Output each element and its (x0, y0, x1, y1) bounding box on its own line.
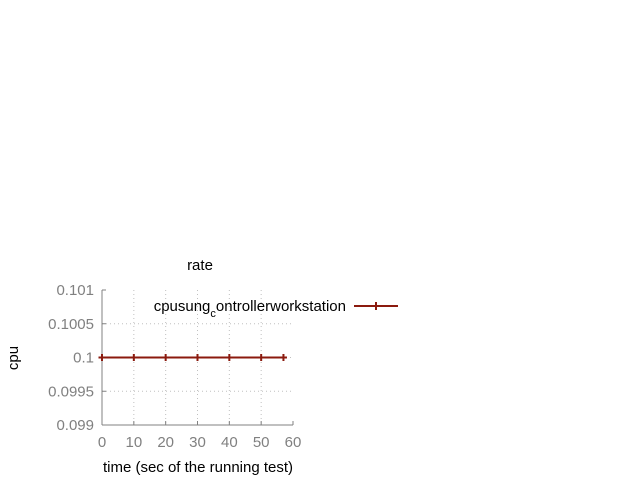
series-layer (98, 354, 287, 361)
grid (102, 290, 293, 425)
y-tick-label: 0.101 (56, 282, 94, 299)
y-tick-label: 0.099 (56, 417, 94, 434)
legend: cpusungcontrollerworkstation (154, 298, 398, 320)
chart-title: rate (187, 257, 213, 274)
x-tick-label: 60 (285, 434, 302, 451)
data-point (162, 354, 170, 361)
x-tick-label: 20 (157, 434, 174, 451)
x-tick-label: 50 (253, 434, 270, 451)
y-axis-label: cpu (5, 346, 22, 370)
data-point (130, 354, 138, 361)
y-axis-ticks: 0.101 0.1005 0.1 0.0995 0.099 (48, 282, 106, 434)
data-point (98, 354, 106, 361)
y-tick-label: 0.1005 (48, 316, 94, 333)
x-tick-label: 0 (98, 434, 106, 451)
x-axis-label: time (sec of the running test) (103, 459, 293, 476)
x-tick-label: 30 (189, 434, 206, 451)
legend-label: cpusungcontrollerworkstation (154, 298, 346, 320)
x-axis-ticks: 0 10 20 30 40 50 60 (98, 421, 302, 451)
y-tick-label: 0.0995 (48, 383, 94, 400)
x-tick-label: 40 (221, 434, 238, 451)
data-point (225, 354, 233, 361)
legend-marker (372, 302, 380, 310)
x-tick-label: 10 (125, 434, 142, 451)
y-tick-label: 0.1 (73, 350, 94, 367)
data-point (279, 354, 287, 361)
data-point (194, 354, 201, 361)
data-point (257, 354, 265, 361)
